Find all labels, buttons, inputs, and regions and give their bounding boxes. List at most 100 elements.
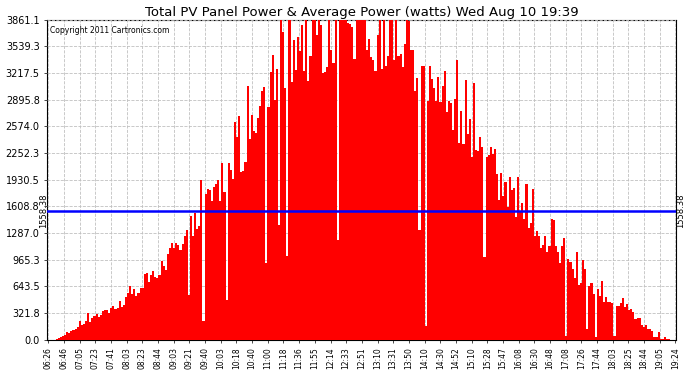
Bar — [385, 66, 387, 340]
Bar — [87, 313, 89, 340]
Bar — [184, 236, 186, 340]
Bar — [584, 269, 586, 340]
Bar — [423, 66, 425, 340]
Bar — [349, 24, 351, 340]
Bar — [157, 278, 159, 340]
Bar — [274, 100, 276, 340]
Bar — [125, 297, 127, 340]
Bar — [307, 81, 309, 340]
Bar — [544, 236, 546, 340]
Bar — [104, 310, 106, 340]
Title: Total PV Panel Power & Average Power (watts) Wed Aug 10 19:39: Total PV Panel Power & Average Power (wa… — [145, 6, 579, 18]
Bar — [410, 50, 412, 340]
Bar — [242, 171, 244, 340]
Bar — [175, 243, 177, 340]
Bar — [72, 330, 75, 340]
Bar — [521, 203, 523, 340]
Bar — [219, 201, 221, 340]
Bar — [133, 289, 135, 340]
Bar — [469, 119, 471, 340]
Bar — [532, 189, 534, 340]
Bar — [622, 298, 624, 340]
Bar — [131, 294, 133, 340]
Bar — [148, 282, 150, 340]
Bar — [418, 230, 421, 340]
Bar — [282, 32, 284, 340]
Bar — [393, 60, 395, 340]
Bar — [171, 243, 173, 340]
Bar — [377, 35, 379, 340]
Bar — [542, 245, 544, 340]
Bar — [351, 27, 353, 340]
Bar — [359, 20, 362, 340]
Bar — [538, 236, 540, 340]
Bar — [364, 20, 366, 340]
Bar — [159, 275, 161, 340]
Bar — [110, 308, 112, 340]
Bar — [250, 114, 253, 340]
Bar — [262, 90, 264, 340]
Bar — [404, 44, 406, 340]
Bar — [102, 310, 104, 340]
Bar — [314, 20, 316, 340]
Bar — [444, 71, 446, 340]
Bar — [244, 162, 246, 340]
Bar — [589, 286, 591, 340]
Bar — [213, 187, 215, 340]
Bar — [221, 164, 224, 340]
Bar — [211, 201, 213, 340]
Bar — [506, 207, 509, 340]
Bar — [643, 327, 645, 340]
Bar — [515, 217, 517, 340]
Bar — [100, 315, 102, 340]
Bar — [379, 20, 381, 340]
Text: 1558.38: 1558.38 — [676, 194, 685, 228]
Bar — [620, 303, 622, 340]
Bar — [437, 77, 440, 340]
Bar — [500, 173, 502, 340]
Bar — [368, 39, 371, 340]
Bar — [540, 248, 542, 340]
Bar — [645, 325, 647, 340]
Bar — [135, 296, 137, 340]
Bar — [328, 20, 331, 340]
Bar — [91, 318, 93, 340]
Bar — [375, 70, 377, 340]
Bar — [177, 245, 179, 340]
Bar — [257, 118, 259, 340]
Bar — [230, 170, 232, 340]
Bar — [119, 302, 121, 340]
Bar — [259, 106, 262, 340]
Bar — [389, 20, 391, 340]
Bar — [492, 154, 494, 340]
Bar — [597, 290, 599, 340]
Bar — [599, 296, 601, 340]
Bar — [381, 69, 383, 340]
Bar — [496, 174, 498, 340]
Bar — [634, 319, 637, 340]
Bar — [266, 263, 268, 340]
Bar — [431, 79, 433, 340]
Bar — [656, 338, 658, 340]
Bar — [326, 67, 328, 340]
Bar — [226, 300, 228, 340]
Bar — [402, 66, 404, 340]
Bar — [341, 20, 343, 340]
Bar — [129, 286, 131, 340]
Bar — [322, 73, 324, 340]
Bar — [448, 101, 450, 340]
Bar — [666, 339, 668, 340]
Bar — [152, 271, 155, 340]
Bar — [137, 292, 139, 340]
Bar — [286, 256, 288, 340]
Bar — [427, 100, 429, 340]
Bar — [527, 228, 530, 340]
Bar — [611, 303, 613, 340]
Bar — [490, 147, 492, 340]
Bar — [615, 306, 618, 340]
Bar — [181, 244, 184, 340]
Bar — [458, 143, 460, 340]
Bar — [311, 20, 314, 340]
Bar — [248, 139, 250, 340]
Bar — [224, 192, 226, 340]
